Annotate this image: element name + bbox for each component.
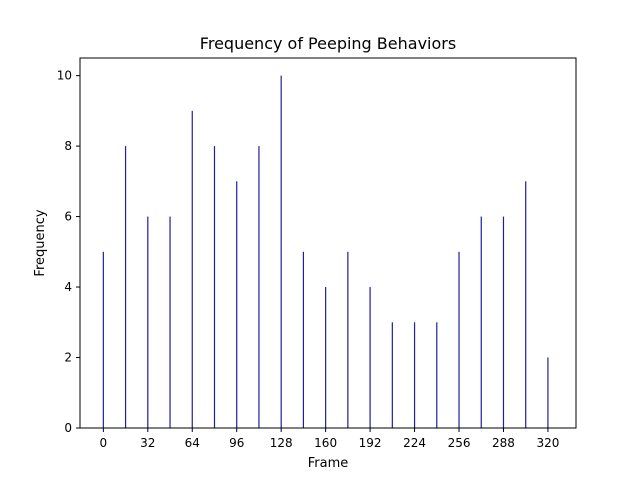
bar-144 xyxy=(302,251,305,428)
y-axis-label: Frequency xyxy=(33,209,48,276)
plot-area-frame xyxy=(79,57,577,429)
x-axis-ticks: 0 32 64 96 128 160 192 224 256 288 320 xyxy=(100,428,559,450)
bar-80 xyxy=(213,146,216,428)
bar-96 xyxy=(236,181,238,428)
y-axis-ticks: 0 2 4 6 8 10 xyxy=(57,69,80,435)
bar-192 xyxy=(369,287,371,428)
y-tick-label: 0 xyxy=(64,421,72,435)
y-tick-label: 10 xyxy=(57,69,72,83)
x-tick-label: 224 xyxy=(403,436,426,450)
bar-208 xyxy=(391,322,393,428)
y-tick-label: 6 xyxy=(64,210,72,224)
y-tick-label: 8 xyxy=(64,139,72,153)
bar-112 xyxy=(258,146,260,428)
bar-224 xyxy=(413,322,416,428)
bar-48 xyxy=(169,216,171,428)
x-tick-label: 128 xyxy=(270,436,293,450)
y-tick-label: 2 xyxy=(64,351,72,365)
x-axis-label: Frame xyxy=(308,456,349,471)
bar-16 xyxy=(124,146,127,428)
x-tick-label: 288 xyxy=(492,436,515,450)
x-tick-label: 160 xyxy=(314,436,337,450)
bar-320 xyxy=(547,357,549,428)
bar-64 xyxy=(191,110,193,429)
x-tick-label: 256 xyxy=(448,436,471,450)
bar-0 xyxy=(102,251,104,428)
bar-288 xyxy=(502,216,505,428)
x-tick-label: 32 xyxy=(140,436,155,450)
bar-272 xyxy=(480,216,482,428)
x-tick-label: 0 xyxy=(100,436,108,450)
x-tick-label: 320 xyxy=(536,436,559,450)
bar-176 xyxy=(347,251,349,428)
x-tick-label: 96 xyxy=(229,436,244,450)
x-tick-label: 64 xyxy=(185,436,200,450)
bar-160 xyxy=(325,287,327,428)
bar-240 xyxy=(436,322,438,428)
bar-32 xyxy=(147,216,149,428)
bar-256 xyxy=(458,251,460,428)
bar-304 xyxy=(525,181,527,428)
bar-128 xyxy=(280,75,282,429)
bars-group xyxy=(102,75,549,429)
y-tick-label: 4 xyxy=(64,280,72,294)
x-tick-label: 192 xyxy=(359,436,382,450)
chart-title: Frequency of Peeping Behaviors xyxy=(200,34,456,53)
